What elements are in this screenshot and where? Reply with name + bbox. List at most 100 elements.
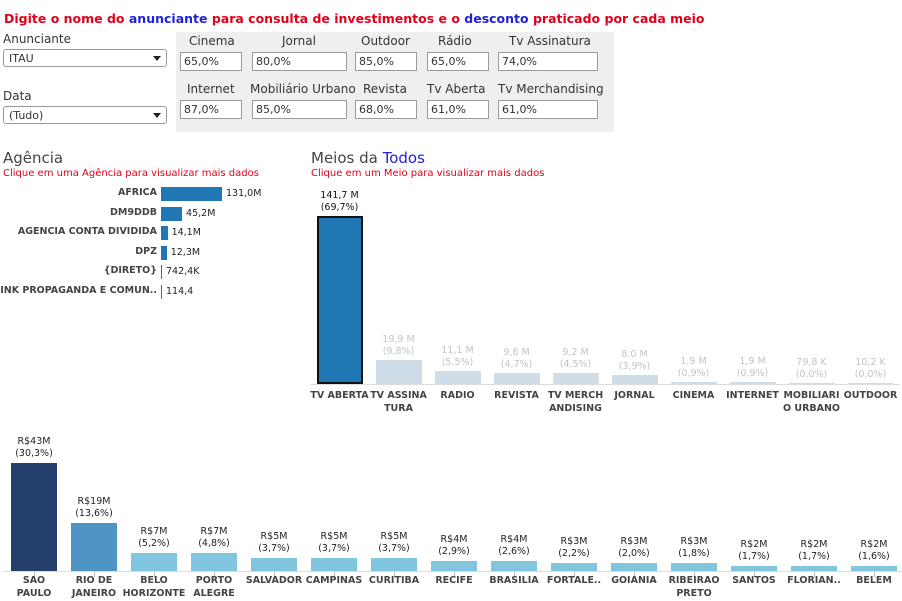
anunciante-label: Anunciante (3, 32, 72, 46)
media-bar[interactable] (611, 374, 658, 384)
media-category-label[interactable]: RADIO (426, 389, 490, 402)
city-category-label[interactable]: FLORIAN.. (782, 574, 846, 587)
city-pct-label: (30,3%) (15, 448, 53, 459)
city-bar[interactable] (731, 565, 777, 571)
anunciante-select[interactable]: ITAU (3, 49, 167, 67)
city-bar[interactable] (791, 565, 837, 571)
media-bar[interactable] (493, 372, 540, 384)
city-bar[interactable] (851, 565, 897, 571)
city-category-line: BRASILIA (489, 575, 539, 586)
agency-bar[interactable] (161, 206, 183, 221)
media-bar[interactable] (788, 383, 835, 384)
city-category-label[interactable]: RECIFE (422, 574, 486, 587)
media-category-label[interactable]: JORNAL (603, 389, 667, 402)
agency-bar[interactable] (161, 265, 162, 279)
city-tick (814, 572, 815, 577)
agency-bar[interactable] (161, 284, 162, 299)
discount-value-revista[interactable]: 68,0% (355, 100, 417, 119)
media-category-label[interactable]: TV ABERTA (308, 389, 372, 402)
discount-value-tv-merchandising[interactable]: 61,0% (498, 100, 598, 119)
city-category-label[interactable]: BRASILIA (482, 574, 546, 587)
agency-bar[interactable] (161, 245, 167, 260)
city-bar[interactable] (311, 558, 357, 571)
media-category-label[interactable]: OUTDOOR (839, 389, 902, 402)
chevron-down-icon (153, 56, 161, 61)
agency-bar[interactable] (161, 187, 222, 201)
data-select[interactable]: (Tudo) (3, 106, 167, 124)
media-bar[interactable] (375, 360, 422, 384)
agency-label[interactable]: {DIRETO} (103, 265, 157, 276)
city-pct-label: (3,7%) (378, 543, 410, 555)
agency-bar[interactable] (161, 226, 168, 240)
city-value-label: R$2M (740, 538, 768, 550)
city-category-label[interactable]: RIBEIRAO PRETO (662, 574, 726, 600)
media-category-label[interactable]: INTERNET (721, 389, 785, 402)
media-category-line: INTERNET (726, 390, 779, 401)
city-category-label[interactable]: FORTALE.. (542, 574, 606, 587)
city-bar[interactable] (431, 560, 477, 571)
city-pct-label: (2,2%) (558, 548, 590, 560)
media-value-label: 1,9 M (680, 355, 707, 367)
media-bar[interactable] (434, 370, 481, 384)
city-category-label[interactable]: RIO DE JANEIRO (62, 574, 126, 600)
city-tick (574, 572, 575, 577)
media-value-label: 141,7 M (320, 190, 359, 201)
city-category-line: SANTOS (732, 575, 776, 586)
media-category-label[interactable]: TV ASSINA TURA (367, 389, 431, 415)
city-bar[interactable] (611, 563, 657, 571)
city-category-label[interactable]: SANTOS (722, 574, 786, 587)
city-category-label[interactable]: CAMPINAS (302, 574, 366, 587)
city-bar[interactable] (131, 553, 177, 571)
media-bar[interactable] (847, 383, 894, 384)
media-category-line: MOBILIARI (783, 390, 840, 401)
city-bar[interactable] (551, 563, 597, 571)
media-bar[interactable] (670, 381, 717, 384)
media-pct-label: (0,9%) (736, 367, 769, 379)
city-category-label[interactable]: SALVADOR (242, 574, 306, 587)
agency-label[interactable]: DM9DDB (110, 206, 157, 218)
media-category-line: TV MERCH (547, 390, 604, 401)
media-pct-label: (69,7%) (320, 202, 359, 213)
media-category-label[interactable]: REVISTA (485, 389, 549, 402)
discount-value-r-dio[interactable]: 65,0% (427, 52, 489, 71)
agency-label[interactable]: AGENCIA CONTA DIVIDIDA (17, 226, 157, 237)
discount-label-tv-assinatura: Tv Assinatura (509, 34, 591, 48)
discount-value-tv-aberta[interactable]: 61,0% (427, 100, 489, 119)
city-bar[interactable] (11, 463, 57, 571)
discount-value-outdoor[interactable]: 85,0% (355, 52, 417, 71)
city-bar[interactable] (491, 560, 537, 571)
media-category-label[interactable]: MOBILIARI O URBANO (780, 389, 844, 415)
city-category-line: PORTO (195, 575, 233, 586)
city-category-label[interactable]: PORTO ALEGRE (182, 574, 246, 600)
agency-label[interactable]: AFRICA (117, 187, 157, 198)
media-pct-label: (5,5%) (441, 356, 474, 368)
city-category-label[interactable]: CURITIBA (362, 574, 426, 587)
media-bar[interactable] (552, 373, 599, 384)
agency-value-label: 131,0M (226, 188, 262, 199)
city-bar[interactable] (371, 558, 417, 571)
city-bar[interactable] (251, 558, 297, 571)
city-category-label[interactable]: BELO HORIZONTE (122, 574, 186, 600)
discount-value-tv-assinatura[interactable]: 74,0% (498, 52, 598, 71)
agency-label[interactable]: DPZ (135, 245, 157, 257)
city-bar[interactable] (671, 563, 717, 571)
agency-label[interactable]: LINK PROPAGANDA E COMUN.. (0, 284, 157, 296)
city-category-label[interactable]: BELEM (842, 574, 902, 587)
discount-value-cinema[interactable]: 65,0% (180, 52, 242, 71)
media-pct-label: (0,9%) (677, 367, 710, 379)
city-category-line: JANEIRO (71, 588, 117, 599)
city-bar[interactable] (191, 553, 237, 571)
discount-value-mobili-rio-urbano[interactable]: 85,0% (252, 100, 347, 119)
city-bar[interactable] (71, 523, 117, 571)
media-category-label[interactable]: TV MERCH ANDISING (544, 389, 608, 415)
media-baseline (310, 384, 900, 385)
city-value-label: R$3M (560, 536, 588, 548)
city-category-line: FORTALE.. (546, 575, 602, 586)
city-category-label[interactable]: GOIANIA (602, 574, 666, 587)
media-category-label[interactable]: CINEMA (662, 389, 726, 402)
discount-value-internet[interactable]: 87,0% (180, 100, 242, 119)
media-bar[interactable] (316, 216, 363, 384)
discount-value-jornal[interactable]: 80,0% (252, 52, 347, 71)
media-bar[interactable] (729, 381, 776, 384)
city-category-label[interactable]: SAO PAULO (2, 574, 66, 600)
